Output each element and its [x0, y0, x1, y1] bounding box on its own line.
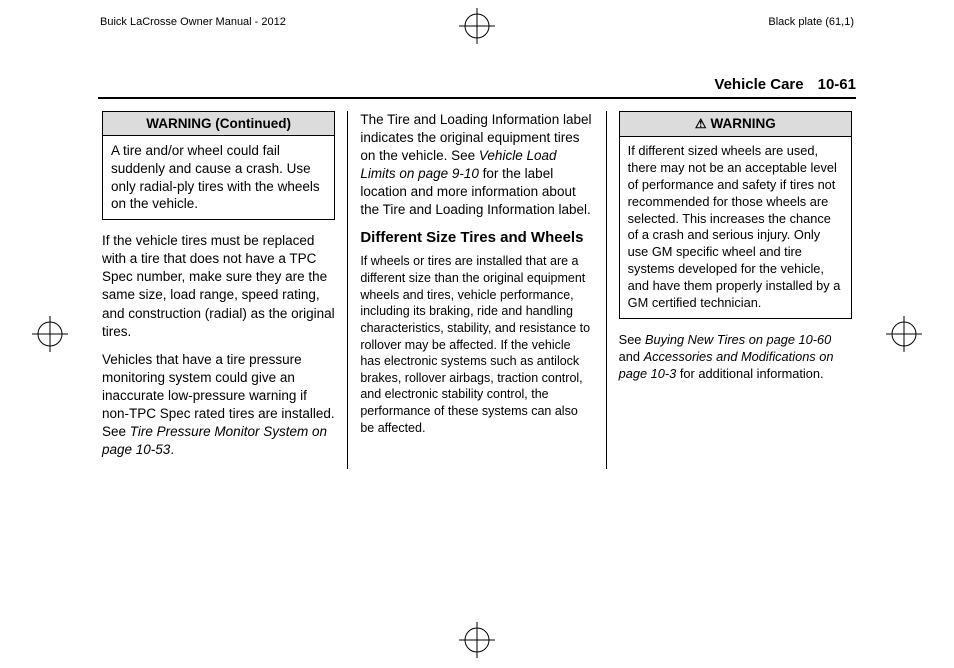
- print-header: Buick LaCrosse Owner Manual - 2012 Black…: [0, 16, 954, 28]
- manual-title: Buick LaCrosse Owner Manual - 2012: [100, 16, 286, 28]
- page-header: Vehicle Care 10-61: [98, 76, 856, 99]
- content-columns: WARNING (Continued) A tire and/or wheel …: [98, 111, 856, 469]
- section-title: Vehicle Care: [714, 76, 803, 93]
- plate-label: Black plate (61,1): [768, 16, 854, 28]
- body-text: Vehicles that have a tire pressure monit…: [102, 351, 335, 459]
- body-text: The Tire and Loading Information label i…: [360, 111, 593, 219]
- warning-icon: ⚠: [695, 116, 707, 131]
- page-number: 10-61: [818, 76, 856, 93]
- column-2: The Tire and Loading Information label i…: [347, 111, 605, 469]
- warning-body: A tire and/or wheel could fail suddenly …: [103, 136, 334, 219]
- page-body: Vehicle Care 10-61 WARNING (Continued) A…: [98, 76, 856, 630]
- warning-body: If different sized wheels are used, ther…: [620, 137, 851, 318]
- body-text: See Buying New Tires on page 10-60 and A…: [619, 331, 852, 382]
- body-text: If the vehicle tires must be replaced wi…: [102, 232, 335, 340]
- warning-head: ⚠WARNING: [620, 112, 851, 137]
- xref: Buying New Tires on page 10-60: [645, 332, 831, 347]
- crop-mark-left: [32, 316, 68, 352]
- warning-head: WARNING (Continued): [103, 112, 334, 136]
- warning-box-continued: WARNING (Continued) A tire and/or wheel …: [102, 111, 335, 220]
- column-1: WARNING (Continued) A tire and/or wheel …: [98, 111, 347, 469]
- warning-box: ⚠WARNING If different sized wheels are u…: [619, 111, 852, 319]
- subsection-heading: Different Size Tires and Wheels: [360, 229, 593, 247]
- body-text: If wheels or tires are installed that ar…: [360, 253, 593, 436]
- xref: Tire Pressure Monitor System on page 10-…: [102, 424, 327, 457]
- crop-mark-right: [886, 316, 922, 352]
- column-3: ⚠WARNING If different sized wheels are u…: [606, 111, 856, 469]
